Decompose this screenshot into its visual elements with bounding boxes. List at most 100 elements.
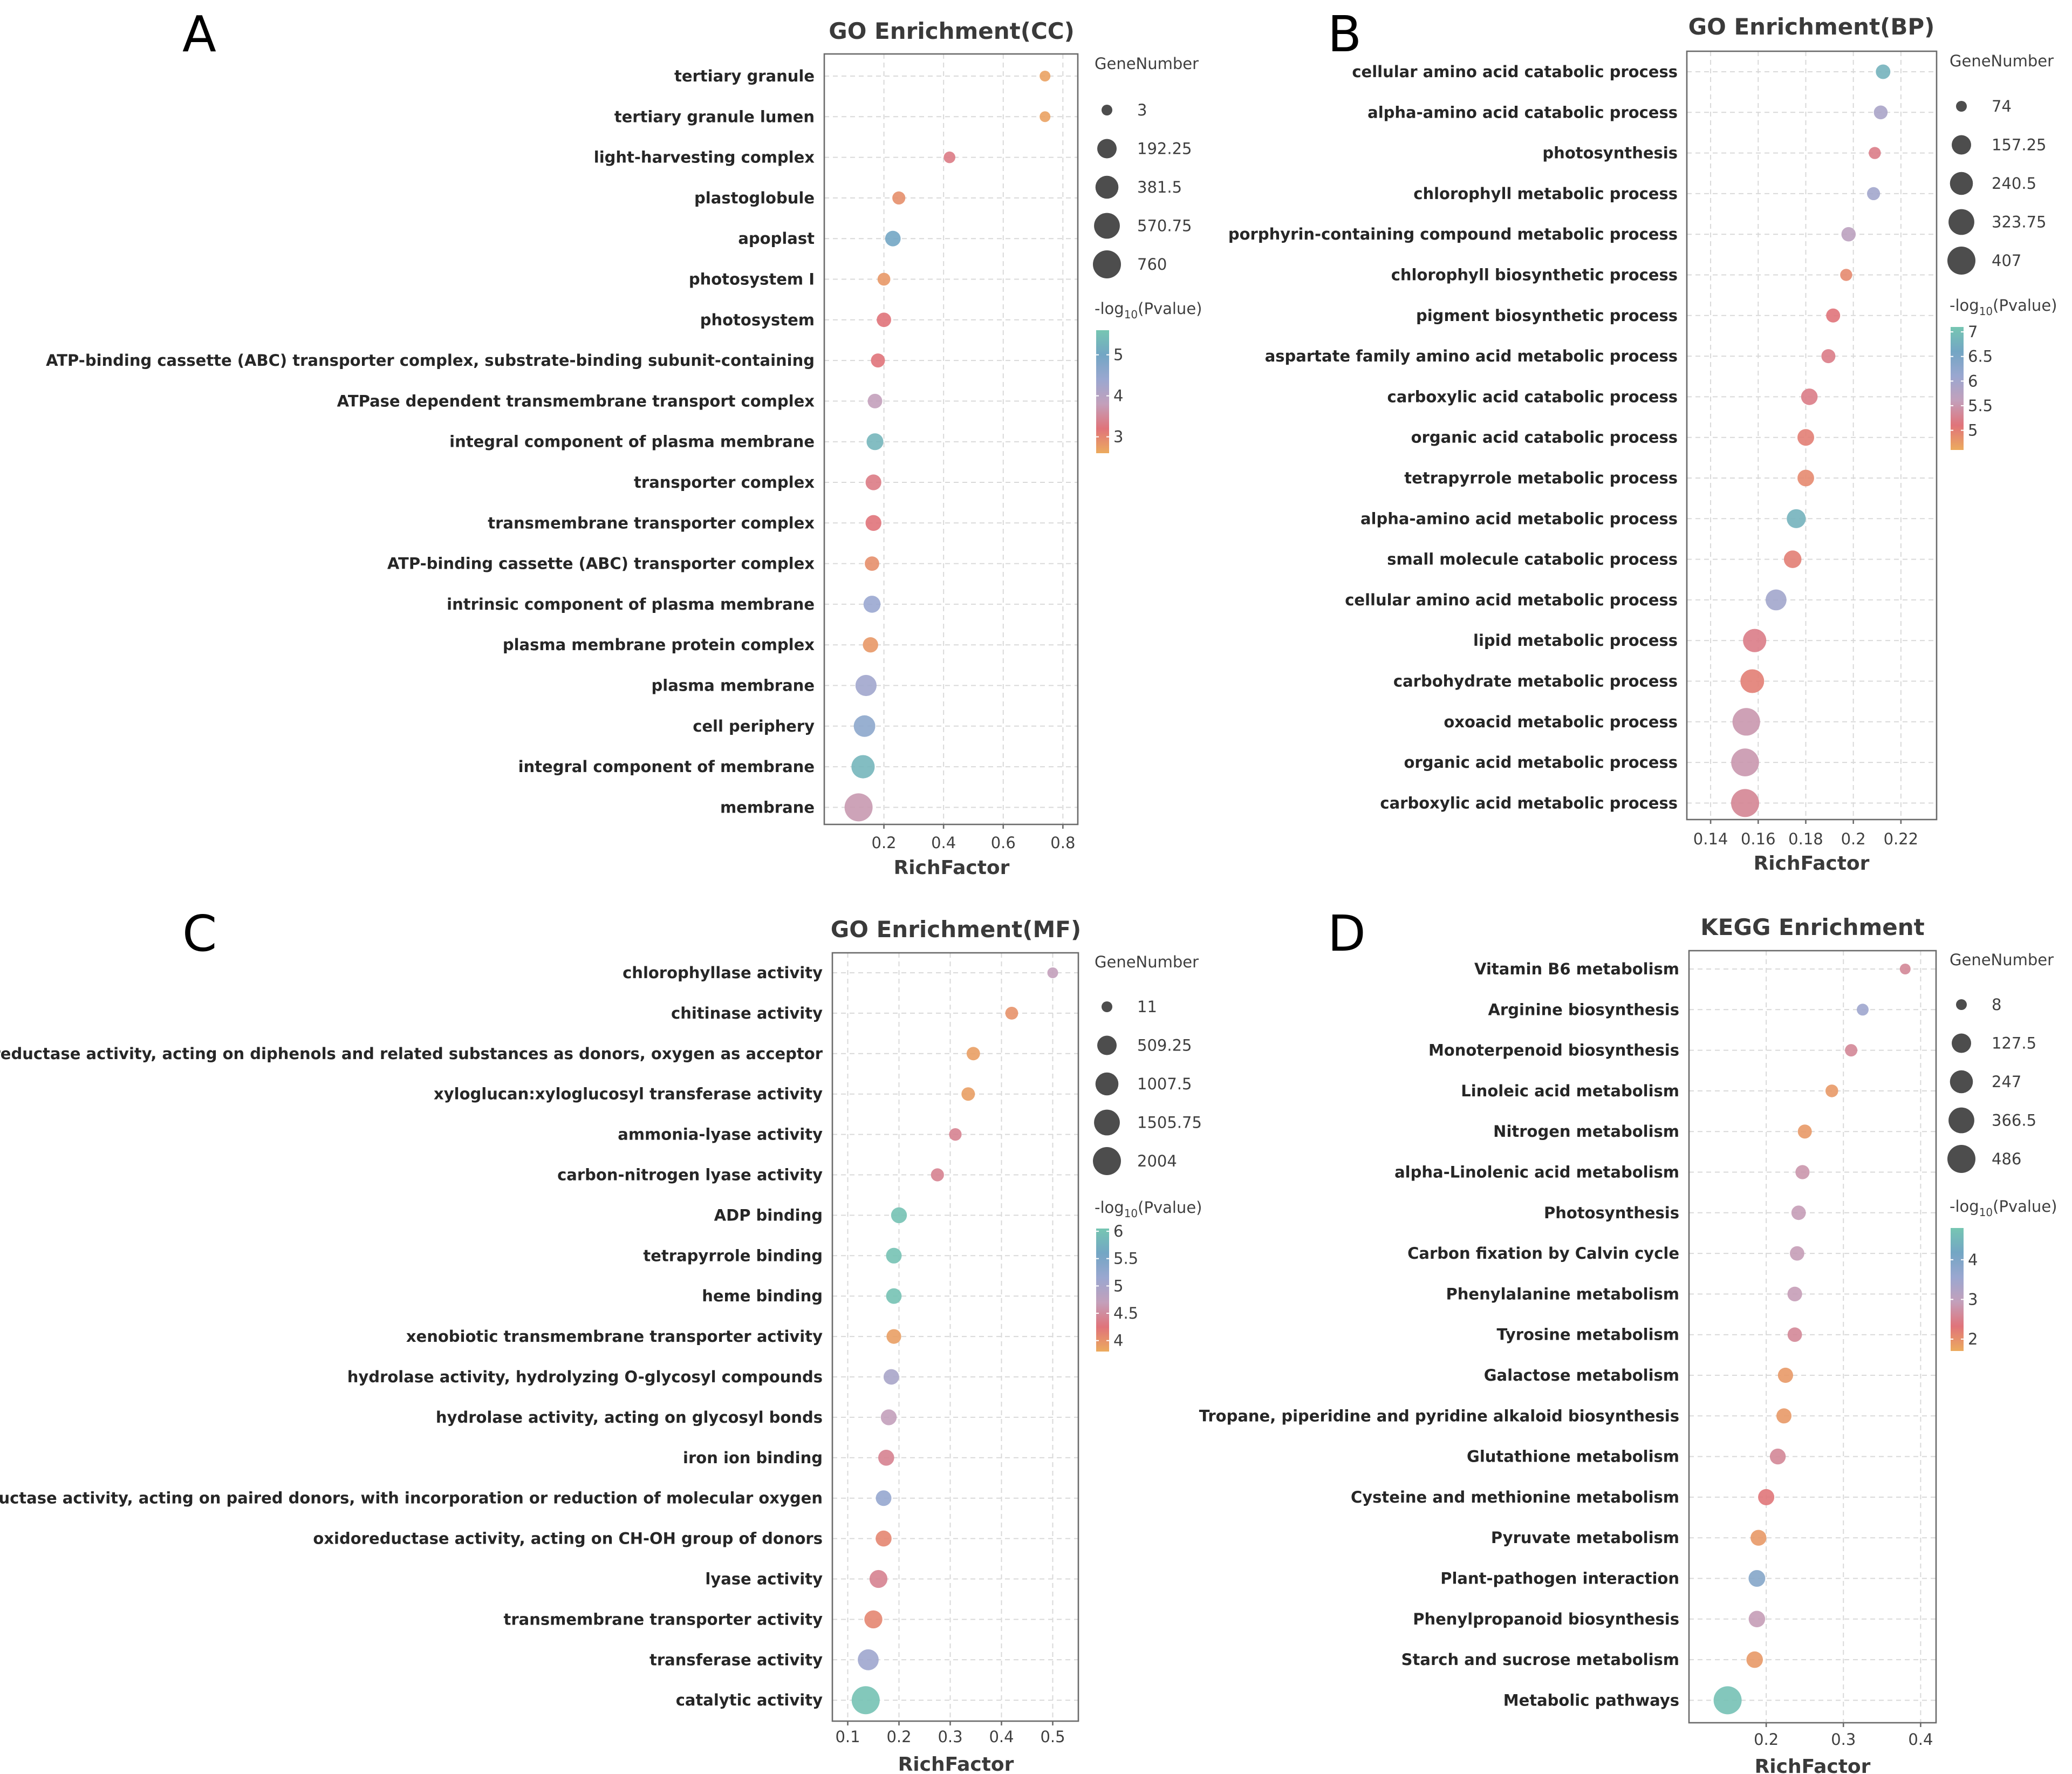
size-legend-label: 74: [1992, 97, 2012, 115]
category-label: organic acid metabolic process: [1404, 753, 1678, 772]
size-legend-dot: [1948, 209, 1974, 235]
category-label: transmembrane transporter complex: [488, 514, 815, 532]
data-point: [878, 1450, 894, 1466]
data-point: [1797, 1124, 1812, 1139]
x-tick-label: 0.4: [1908, 1730, 1933, 1749]
category-label: heme binding: [702, 1287, 823, 1305]
plot-frame-mf: [831, 952, 1079, 1722]
category-label: Carbon fixation by Calvin cycle: [1407, 1244, 1679, 1263]
color-legend-title-cc: -log10(Pvalue): [1095, 299, 1202, 321]
category-label: integral component of plasma membrane: [449, 433, 815, 451]
category-label: photosystem I: [689, 270, 815, 289]
size-legend-title-bp: GeneNumber: [1950, 52, 2054, 70]
x-tick-label: 0.4: [989, 1728, 1014, 1746]
color-legend-title-main-mf: -log: [1095, 1198, 1124, 1217]
colorbar-tick-label: 6: [1113, 1222, 1123, 1240]
size-legend-dot: [1950, 1070, 1973, 1094]
colorbar-tick-label: 3: [1113, 428, 1123, 446]
data-point: [876, 1530, 892, 1547]
category-label: pigment biosynthetic process: [1416, 306, 1678, 325]
category-label: plasma membrane: [652, 677, 815, 695]
data-point: [943, 151, 955, 163]
panel-letter-d: D: [1328, 905, 1366, 963]
category-label: tertiary granule: [674, 67, 815, 85]
x-axis-title-cc: RichFactor: [894, 857, 1010, 879]
category-label: Plant-pathogen interaction: [1440, 1570, 1679, 1588]
panel-letter-c: C: [182, 905, 217, 963]
data-point: [876, 1490, 892, 1506]
size-legend-dot: [1956, 999, 1967, 1010]
category-label: Tyrosine metabolism: [1497, 1326, 1679, 1344]
category-label: Pyruvate metabolism: [1491, 1529, 1679, 1547]
colorbar-tick-label: 4: [1113, 1332, 1123, 1350]
category-label: chlorophyll biosynthetic process: [1391, 266, 1678, 284]
size-legend-label: 366.5: [1992, 1111, 2036, 1130]
size-legend-dot: [1094, 1109, 1120, 1136]
colorbar-bp: [1951, 327, 1964, 450]
chart-title-bp: GO Enrichment(BP): [1688, 13, 1935, 40]
category-label: lyase activity: [705, 1570, 823, 1588]
x-tick-label: 0.3: [1831, 1730, 1856, 1749]
category-label: alpha-Linolenic acid metabolism: [1394, 1163, 1679, 1182]
category-label: alpha-amino acid catabolic process: [1367, 103, 1678, 121]
colorbar-tick-label: 4: [1968, 1251, 1978, 1269]
color-legend-title-sub-kegg: 10: [1979, 1206, 1993, 1219]
category-label: Vitamin B6 metabolism: [1474, 960, 1679, 978]
category-label: Metabolic pathways: [1503, 1691, 1679, 1709]
x-tick-label: 0.18: [1788, 830, 1823, 848]
color-legend-title-tail-bp: (Pvalue): [1993, 296, 2057, 315]
data-point: [1776, 1408, 1791, 1424]
data-point: [891, 1207, 907, 1224]
color-legend-title-mf: -log10(Pvalue): [1095, 1198, 1202, 1220]
category-label: Galactose metabolism: [1484, 1366, 1679, 1384]
size-legend-label: 407: [1992, 251, 2021, 270]
data-point: [1845, 1044, 1858, 1057]
chart-title-kegg: KEGG Enrichment: [1700, 914, 1925, 940]
data-point: [1732, 708, 1760, 736]
color-legend-title-sub-bp: 10: [1979, 305, 1993, 318]
data-point: [863, 637, 878, 653]
data-point: [1825, 1084, 1838, 1097]
data-point: [858, 1649, 879, 1670]
data-point: [1840, 269, 1852, 281]
category-label: integral component of membrane: [518, 758, 815, 776]
data-point: [1821, 349, 1836, 364]
category-label: cell periphery: [693, 717, 815, 735]
category-label: light-harvesting complex: [594, 148, 815, 167]
data-point: [871, 353, 885, 368]
category-label: carbon-nitrogen lyase activity: [557, 1166, 823, 1184]
category-label: plasma membrane protein complex: [503, 636, 815, 654]
size-legend-title-cc: GeneNumber: [1095, 54, 1199, 73]
size-legend-label: 127.5: [1992, 1034, 2036, 1053]
category-label: Monoterpenoid biosynthesis: [1428, 1041, 1679, 1060]
color-legend-title-bp: -log10(Pvalue): [1950, 296, 2057, 318]
data-point: [851, 755, 875, 779]
color-legend-title-main-bp: -log: [1950, 296, 1979, 315]
data-point: [1746, 1651, 1763, 1668]
data-point: [1743, 629, 1767, 652]
data-point: [1731, 748, 1759, 776]
panel-bp: B GO Enrichment(BP) 0.14 0.16 0.18 0.2 0.22 …: [1228, 5, 2057, 875]
category-label: intrinsic component of plasma membrane: [447, 595, 815, 613]
data-point: [880, 1409, 897, 1425]
size-legend-label: 760: [1137, 255, 1167, 274]
category-label: membrane: [720, 798, 815, 816]
data-point: [1040, 71, 1051, 81]
data-point: [869, 1570, 888, 1588]
category-label: ammonia-lyase activity: [618, 1125, 823, 1144]
colorbar-tick-label: 6: [1968, 372, 1978, 390]
data-point: [855, 674, 877, 697]
data-point: [1841, 227, 1856, 242]
category-label: small molecule catabolic process: [1387, 550, 1678, 569]
size-legend-label: 192.25: [1137, 140, 1192, 158]
data-point: [1787, 1286, 1802, 1301]
colorbar-tick-label: 4: [1113, 387, 1123, 405]
category-label: Linoleic acid metabolism: [1461, 1082, 1679, 1100]
data-point: [1766, 589, 1787, 611]
data-point: [966, 1047, 980, 1061]
category-label: Cysteine and methionine metabolism: [1351, 1488, 1679, 1506]
size-legend-title-kegg: GeneNumber: [1950, 951, 2054, 969]
data-point: [864, 1610, 883, 1629]
colorbar-mf: [1096, 1229, 1109, 1352]
data-point: [1787, 1327, 1802, 1342]
